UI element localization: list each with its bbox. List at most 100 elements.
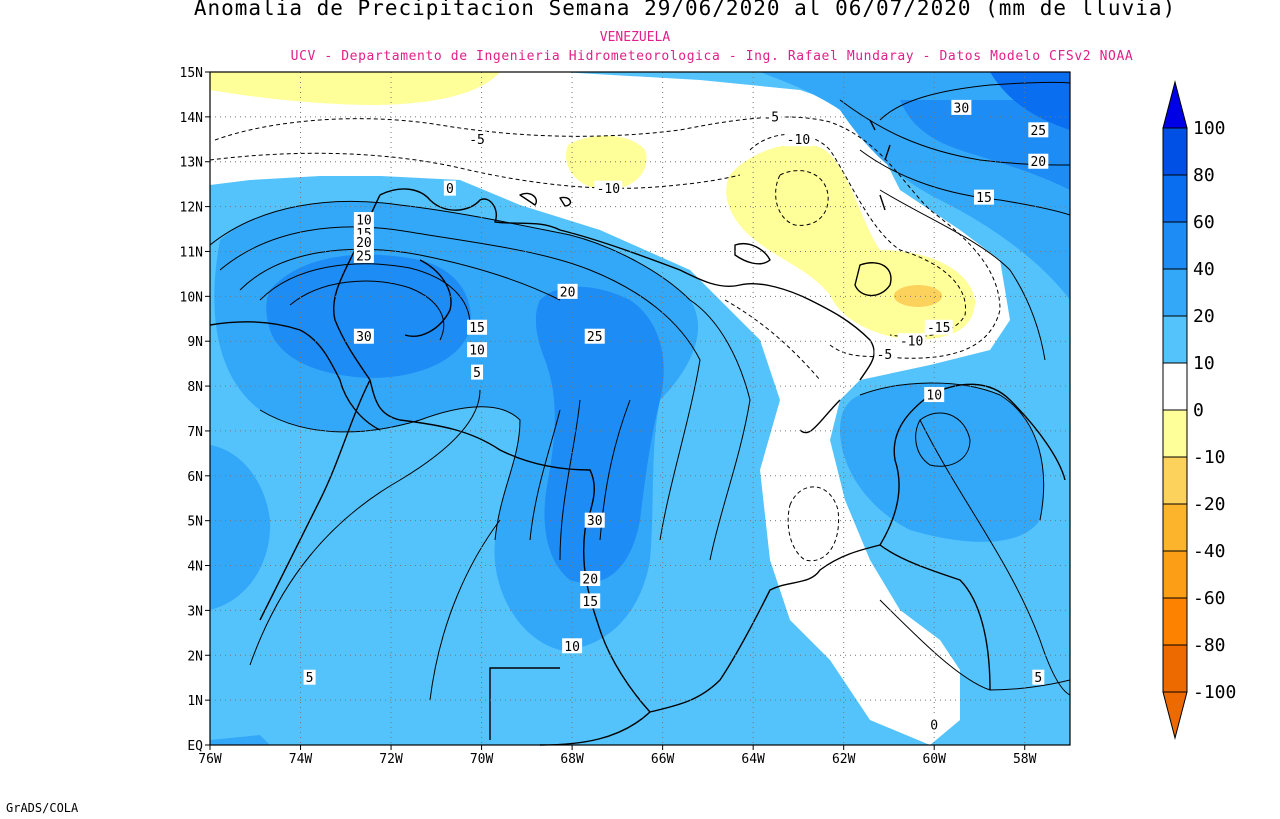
legend-label: -100 — [1193, 682, 1236, 703]
lon-tick-label: 70W — [470, 752, 494, 767]
contour-label-text: 25 — [587, 330, 603, 345]
lon-tick-label: 66W — [651, 752, 675, 767]
contour-label: 25 — [584, 328, 605, 345]
contour-label: 15 — [580, 593, 601, 610]
legend-swatch — [1162, 503, 1188, 552]
contour-label-text: -5 — [469, 133, 485, 148]
contour-label-bg — [443, 180, 456, 196]
legend-swatch — [1162, 597, 1188, 646]
lat-tick-label: 11N — [180, 245, 203, 260]
contour-label: 20 — [353, 234, 374, 251]
lat-tick-label: 6N — [187, 470, 203, 485]
lat-tick-label: 15N — [180, 66, 203, 81]
lon-tick-label: 72W — [379, 752, 403, 767]
legend-label: -40 — [1193, 541, 1226, 562]
contour-label-text: 20 — [356, 236, 372, 251]
lon-tick-label: 58W — [1013, 752, 1037, 767]
contour-label-bg — [594, 180, 623, 196]
contour-label-bg — [784, 131, 813, 147]
source-line: UCV - Departamento de Ingenieria Hidrome… — [290, 49, 1134, 64]
contour-label: 20 — [557, 283, 578, 300]
contour-label-text: 20 — [582, 572, 598, 587]
contour-label-bg — [1032, 669, 1045, 685]
lat-tick-label: 8N — [187, 380, 203, 395]
contour-label-bg — [580, 570, 601, 586]
legend-swatch — [1162, 644, 1188, 693]
contour-label-bg — [467, 319, 488, 335]
legend-arrow-bottom — [1162, 691, 1188, 740]
lat-tick-label: 4N — [187, 560, 203, 575]
contour-label: 0 — [443, 180, 456, 197]
contour-label-text: 15 — [469, 321, 485, 336]
lat-tick-label: EQ — [187, 739, 203, 754]
contour-label-bg — [353, 328, 374, 344]
contour-label-bg — [761, 108, 782, 124]
contour-label-text: 10 — [564, 640, 580, 655]
lat-tick-label: 5N — [187, 515, 203, 530]
contour-label-text: 0 — [446, 182, 454, 197]
lon-tick-label: 76W — [198, 752, 222, 767]
contour-label-text: -10 — [597, 182, 620, 197]
contour-label: 10 — [562, 638, 583, 655]
contour-label-text: -10 — [900, 335, 923, 350]
contour-label-bg — [584, 512, 605, 528]
contour-lines — [210, 81, 1070, 701]
contour-label: 10 — [467, 342, 488, 359]
negative-anomaly-regions — [210, 72, 975, 340]
contour-label-bg — [353, 234, 374, 250]
contour-label-text: 25 — [356, 249, 372, 264]
contour-label-bg — [353, 212, 374, 228]
lat-tick-label: 7N — [187, 425, 203, 440]
contour-label-text: 10 — [356, 214, 372, 229]
legend-swatch — [1162, 268, 1188, 317]
contour-label-bg — [1028, 153, 1049, 169]
legend-swatch — [1162, 550, 1188, 599]
lon-tick-label: 68W — [560, 752, 584, 767]
anomaly-field — [210, 72, 1070, 745]
contour-label: 30 — [353, 328, 374, 345]
lon-tick-label: 62W — [832, 752, 856, 767]
contour-label-text: 20 — [1030, 155, 1046, 170]
contour-label: -5 — [761, 108, 782, 125]
legend-swatch — [1162, 456, 1188, 505]
legend-label: 60 — [1193, 212, 1215, 233]
lat-tick-label: 12N — [180, 201, 203, 216]
country-borders — [209, 119, 1066, 746]
legend-label: -20 — [1193, 494, 1226, 515]
lat-tick-label: 1N — [187, 694, 203, 709]
contour-label-bg — [353, 247, 374, 263]
lon-tick-label: 64W — [741, 752, 765, 767]
legend-label: -80 — [1193, 635, 1226, 656]
legend-label: 0 — [1193, 400, 1204, 421]
contour-label: -15 — [924, 319, 953, 336]
contour-label-bg — [974, 189, 994, 205]
contour-label-text: 5 — [306, 671, 314, 686]
lat-tick-label: 2N — [187, 649, 203, 664]
contour-label-text: 0 — [930, 718, 938, 733]
contour-label: -10 — [594, 180, 623, 197]
contour-label-text: 30 — [954, 101, 970, 116]
contour-label-text: 10 — [469, 344, 485, 359]
legend-swatch — [1162, 409, 1188, 458]
legend-label: 10 — [1193, 353, 1215, 374]
legend-label: 100 — [1193, 118, 1226, 139]
contour-label: 5 — [1032, 669, 1045, 686]
contour-labels: 30252015-5-5-10-1001015202520302515105-1… — [303, 99, 1049, 733]
contour-label-text: 10 — [926, 389, 942, 404]
lat-tick-label: 10N — [180, 290, 203, 305]
longitude-axis: 76W 74W 72W 70W 68W 66W 64W 62W 60W 58W — [198, 745, 1037, 767]
contour-label: 15 — [467, 319, 488, 336]
contour-label: 25 — [353, 247, 374, 264]
lat-tick-label: 14N — [180, 111, 203, 126]
contour-label: 5 — [303, 669, 316, 686]
latitude-axis: EQ 1N 2N 3N 4N 5N 6N 7N 8N 9N 10N 11N 12N 13N 14N 15N — [180, 66, 210, 754]
contour-label-bg — [874, 346, 895, 362]
legend-swatch — [1162, 127, 1188, 176]
map-frame — [209, 71, 1071, 746]
contour-label-bg — [924, 319, 953, 335]
contour-label: 10 — [353, 212, 374, 229]
contour-label-bg — [471, 364, 484, 380]
legend-swatch — [1162, 315, 1188, 364]
legend-swatch — [1162, 174, 1188, 223]
contour-label: 15 — [974, 189, 994, 206]
